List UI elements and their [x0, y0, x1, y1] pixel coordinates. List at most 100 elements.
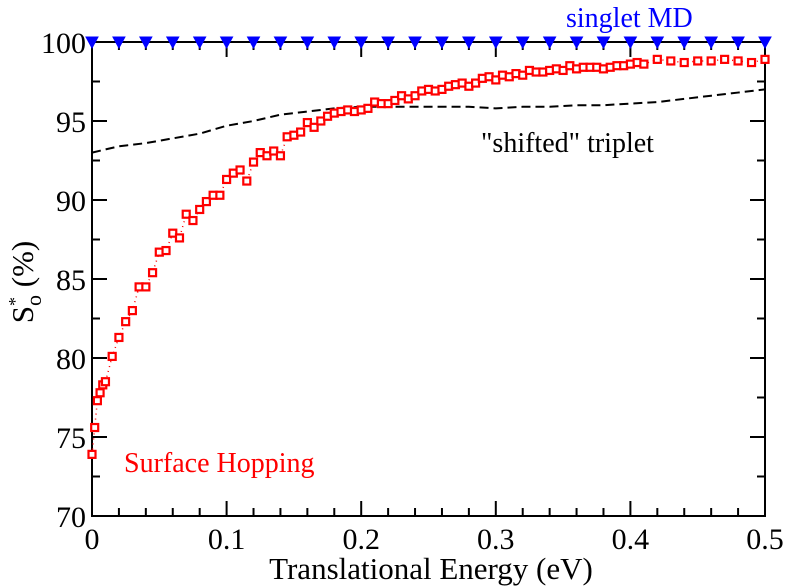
surface-hopping-point [215, 190, 225, 200]
y-tick-label: 75 [56, 422, 86, 455]
surface-hopping-point [269, 146, 279, 156]
surface-hopping-point [760, 54, 770, 64]
y-tick-label: 85 [56, 264, 86, 297]
surface-hopping-point [181, 209, 191, 219]
surface-hopping-point [92, 396, 102, 406]
annotation-shifted-triplet: "shifted" triplet [481, 128, 654, 159]
surface-hopping-point [639, 59, 649, 69]
plot-frame [91, 41, 766, 517]
surface-hopping-point [242, 176, 252, 186]
surface-hopping-point [471, 78, 481, 88]
singlet-md-point [273, 36, 288, 50]
singlet-md-point [219, 36, 234, 50]
surface-hopping-point [275, 151, 286, 161]
singlet-md-point [569, 36, 584, 50]
singlet-md-point [381, 36, 395, 50]
singlet-md-point [327, 36, 342, 50]
annotation-singlet-md: singlet MD [566, 3, 693, 34]
singlet-md-point [300, 36, 315, 50]
surface-hopping-point [746, 57, 757, 68]
x-tick-label: 0.4 [612, 523, 650, 556]
surface-hopping-point [188, 215, 198, 226]
series-shifted-triplet [91, 88, 766, 154]
singlet-md-point [435, 36, 449, 50]
annotation-surface-hopping: Surface Hopping [124, 448, 315, 479]
surface-hopping-point [693, 56, 703, 66]
series-layer [85, 36, 772, 459]
tick-labels: 0 0.1 0.2 0.3 0.4 0.5 70 75 80 85 90 95 100 [41, 27, 784, 556]
surface-hopping-point [652, 54, 662, 64]
surface-hopping-point [262, 151, 272, 161]
surface-hopping-point [87, 449, 97, 459]
singlet-md-point [138, 36, 153, 50]
surface-hopping-point [558, 65, 568, 76]
surface-hopping-point [518, 70, 528, 80]
x-tick-label: 0.3 [477, 523, 515, 556]
singlet-md-point [462, 36, 476, 50]
x-tick-label: 0 [85, 523, 100, 556]
surface-hopping-point [168, 228, 178, 238]
surface-hopping-point [121, 317, 131, 327]
surface-hopping-point [390, 95, 400, 106]
y-tick-label: 70 [56, 501, 86, 534]
singlet-md-point [731, 36, 745, 50]
singlet-md-point [515, 36, 530, 50]
surface-hopping-point [90, 422, 100, 433]
surface-hopping-point [195, 204, 205, 215]
surface-hopping-point [666, 56, 676, 66]
plot-area [85, 36, 772, 517]
surface-hopping-point [491, 75, 501, 85]
singlet-md-point [85, 36, 99, 50]
y-tick-label: 80 [56, 343, 86, 376]
singlet-md-point [542, 36, 557, 50]
series-surface-hopping [87, 54, 770, 459]
surface-hopping-point [363, 103, 373, 113]
y-tick-label: 95 [56, 106, 86, 139]
singlet-md-point [623, 36, 638, 50]
y-tick-label: 90 [56, 185, 86, 218]
singlet-md-point [758, 36, 772, 50]
singlet-md-point [246, 36, 261, 50]
surface-hopping-point [410, 91, 420, 101]
surface-hopping-point [248, 157, 259, 167]
y-axis-label: S*o (%) [5, 241, 46, 323]
surface-hopping-point [147, 268, 158, 278]
y-axis-label-tail: (%) [5, 241, 40, 295]
surface-hopping-point [95, 388, 105, 398]
triplet-dashed-line [91, 88, 766, 154]
x-tick-label: 0.1 [208, 523, 246, 556]
surface-hopping-dotted-line [91, 58, 766, 455]
singlet-md-point [596, 36, 611, 50]
y-tick-label: 100 [41, 27, 86, 60]
y-axis-label-sub: o [21, 295, 46, 306]
singlet-md-point [408, 36, 422, 50]
surface-hopping-point [107, 351, 117, 362]
surface-hopping-point [733, 56, 743, 66]
surface-hopping-point [679, 57, 689, 68]
surface-hopping-point [720, 54, 730, 64]
x-tick-label: 0.5 [746, 523, 784, 556]
singlet-md-point [192, 36, 207, 50]
surface-hopping-point [296, 127, 306, 137]
singlet-md-point [165, 36, 180, 50]
singlet-md-point [650, 36, 665, 50]
singlet-md-point [704, 36, 719, 50]
singlet-md-point [488, 36, 503, 50]
x-tick-label: 0.2 [342, 523, 380, 556]
singlet-md-point [354, 36, 369, 50]
axis-ticks [91, 41, 766, 517]
surface-hopping-point [141, 282, 151, 292]
surface-hopping-point [706, 56, 716, 66]
y-axis-label-main: S [5, 306, 40, 323]
surface-hopping-point [161, 245, 171, 256]
surface-hopping-point [127, 306, 137, 316]
x-axis-label: Translational Energy (eV) [269, 551, 593, 586]
surface-hopping-point [201, 196, 212, 207]
series-singlet-md [85, 36, 772, 50]
y-axis-label-sup: * [5, 297, 25, 306]
surface-hopping-point [235, 165, 245, 175]
singlet-md-point [112, 36, 126, 50]
surface-hopping-point [114, 332, 124, 343]
surface-hopping-point [309, 122, 319, 132]
